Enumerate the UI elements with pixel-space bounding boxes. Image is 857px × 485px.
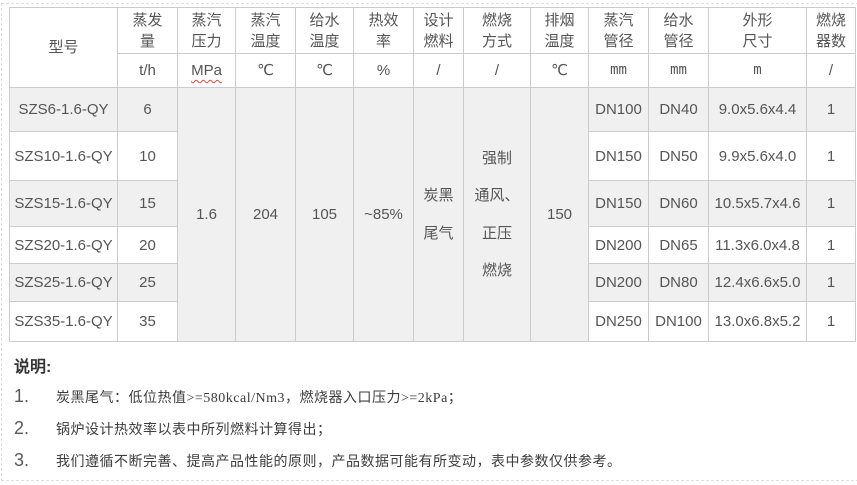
table-row: SZS25-1.6-QY 25 DN200 DN80 12.4x6.6x5.0 … [9,263,856,302]
cell-evaporation: 25 [117,263,178,302]
unit-feedwater-pipe-dn: mm [648,53,709,88]
note-item: 2. 锅炉设计热效率以表中所列燃料计算得出； [14,418,854,439]
note-item: 1. 炭黑尾气：低位热值>=580kcal/Nm3，燃烧器入口压力>=2kPa； [14,386,854,407]
cell-dimensions: 9.9x5.6x4.0 [708,131,807,181]
cell-steam-pipe-dn: DN150 [588,180,649,227]
cell-evaporation: 6 [117,87,178,132]
note-number: 1. [14,386,30,406]
cell-feedwater-pipe-dn: DN40 [648,87,709,132]
note-text: 炭黑尾气：低位热值>=580kcal/Nm3，燃烧器入口压力>=2kPa； [56,391,463,406]
notes-section: 说明: 1. 炭黑尾气：低位热值>=580kcal/Nm3，燃烧器入口压力>=2… [9,342,857,471]
col-header-thermal-efficiency: 热效 率 [353,7,414,54]
content-frame: 型号 蒸发 量 蒸汽 压力 蒸汽 温度 给水 温度 热效 率 设计 燃料 燃烧 … [1,3,857,481]
cell-model: SZS15-1.6-QY [9,180,118,227]
cell-evaporation: 10 [117,131,178,181]
cell-steam-pipe-dn: DN150 [588,131,649,181]
cell-burner-count: 1 [806,301,856,342]
table-row: SZS10-1.6-QY 10 DN150 DN50 9.9x5.6x4.0 1 [9,131,856,181]
cell-feedwater-temperature-merged: 105 [295,87,354,342]
cell-steam-pressure-merged: 1.6 [177,87,236,342]
cell-dimensions: 9.0x5.6x4.4 [708,87,807,132]
cell-evaporation: 20 [117,226,178,264]
note-number: 2. [14,418,30,438]
col-header-combustion-mode: 燃烧 方式 [463,7,531,54]
cell-feedwater-pipe-dn: DN50 [648,131,709,181]
unit-dimensions: m [708,53,807,88]
cell-feedwater-pipe-dn: DN65 [648,226,709,264]
unit-steam-temperature: ℃ [235,53,296,88]
unit-thermal-efficiency: % [353,53,414,88]
cell-thermal-efficiency-merged: ~85% [353,87,414,342]
col-header-steam-pipe-dn: 蒸汽 管径 [588,7,649,54]
note-item: 3. 我们遵循不断完善、提高产品性能的原则，产品数据可能有所变动，表中参数仅供参… [14,450,854,471]
cell-combustion-mode-merged: 强制 通风、 正压 燃烧 [463,87,531,342]
unit-burner-count: / [806,53,856,88]
cell-evaporation: 15 [117,180,178,227]
cell-burner-count: 1 [806,226,856,264]
cell-steam-pipe-dn: DN250 [588,301,649,342]
unit-combustion-mode: / [463,53,531,88]
unit-evaporation: t/h [117,53,178,88]
header-label-row: 型号 蒸发 量 蒸汽 压力 蒸汽 温度 给水 温度 热效 率 设计 燃料 燃烧 … [9,7,856,88]
cell-burner-count: 1 [806,87,856,132]
cell-feedwater-pipe-dn: DN100 [648,301,709,342]
cell-burner-count: 1 [806,131,856,181]
cell-model: SZS25-1.6-QY [9,263,118,302]
table-row: SZS35-1.6-QY 35 DN250 DN100 13.0x6.8x5.2… [9,301,856,342]
cell-dimensions: 13.0x6.8x5.2 [708,301,807,342]
boiler-spec-table: 型号 蒸发 量 蒸汽 压力 蒸汽 温度 给水 温度 热效 率 设计 燃料 燃烧 … [9,7,856,342]
col-header-feedwater-pipe-dn: 给水 管径 [648,7,709,54]
cell-steam-temperature-merged: 204 [235,87,296,342]
cell-dimensions: 11.3x6.0x4.8 [708,226,807,264]
notes-title: 说明: [14,359,52,376]
unit-feedwater-temperature: ℃ [295,53,354,88]
cell-model: SZS10-1.6-QY [9,131,118,181]
cell-model: SZS20-1.6-QY [9,226,118,264]
col-header-burner-count: 燃烧 器数 [806,7,856,54]
cell-dimensions: 12.4x6.6x5.0 [708,263,807,302]
unit-design-fuel: / [413,53,464,88]
note-text: 我们遵循不断完善、提高产品性能的原则，产品数据可能有所变动，表中参数仅供参考。 [56,455,622,470]
header-unit-row: t/h MPa ℃ ℃ % / / ℃ mm mm m / [10,53,856,88]
table-header: 型号 蒸发 量 蒸汽 压力 蒸汽 温度 给水 温度 热效 率 设计 燃料 燃烧 … [9,7,856,88]
col-header-design-fuel: 设计 燃料 [413,7,464,54]
unit-exhaust-temperature: ℃ [530,53,589,88]
unit-steam-pipe-dn: mm [588,53,649,88]
cell-evaporation: 35 [117,301,178,342]
col-header-dimensions: 外形 尺寸 [708,7,807,54]
col-header-feedwater-temperature: 给水 温度 [295,7,354,54]
col-header-steam-pressure: 蒸汽 压力 [177,7,236,54]
cell-design-fuel-merged: 炭黑 尾气 [413,87,464,342]
col-header-steam-temperature: 蒸汽 温度 [235,7,296,54]
note-number: 3. [14,450,30,470]
cell-exhaust-temperature-merged: 150 [530,87,589,342]
cell-burner-count: 1 [806,263,856,302]
unit-steam-pressure: MPa [177,53,236,88]
table-body: SZS6-1.6-QY 6 1.6 204 105 ~85% 炭黑 尾气 强制 … [9,87,856,342]
cell-feedwater-pipe-dn: DN80 [648,263,709,302]
table-row: SZS20-1.6-QY 20 DN200 DN65 11.3x6.0x4.8 … [9,226,856,264]
cell-model: SZS6-1.6-QY [9,87,118,132]
cell-feedwater-pipe-dn: DN60 [648,180,709,227]
col-header-exhaust-temperature: 排烟 温度 [530,7,589,54]
col-header-model: 型号 [9,7,118,88]
cell-dimensions: 10.5x5.7x4.6 [708,180,807,227]
cell-steam-pipe-dn: DN100 [588,87,649,132]
note-text: 锅炉设计热效率以表中所列燃料计算得出； [56,423,332,438]
cell-steam-pipe-dn: DN200 [588,226,649,264]
cell-model: SZS35-1.6-QY [9,301,118,342]
col-header-evaporation: 蒸发 量 [117,7,178,54]
cell-burner-count: 1 [806,180,856,227]
cell-steam-pipe-dn: DN200 [588,263,649,302]
table-row: SZS6-1.6-QY 6 1.6 204 105 ~85% 炭黑 尾气 强制 … [9,87,856,342]
